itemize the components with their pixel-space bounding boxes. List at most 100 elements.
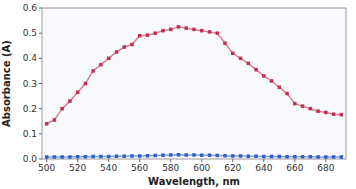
data-point (68, 99, 72, 103)
tick-label: 620 (224, 163, 241, 173)
tick-label: 640 (255, 163, 272, 173)
tick-label: 0.2 (23, 104, 37, 114)
data-point (324, 155, 328, 159)
tick-label: 600 (193, 163, 210, 173)
data-point (177, 25, 181, 29)
data-point (184, 153, 188, 157)
tick-mark (39, 33, 42, 34)
data-point (146, 154, 150, 158)
data-point (99, 63, 103, 67)
tick-mark (39, 108, 42, 109)
data-point (262, 155, 266, 159)
data-point (309, 155, 313, 159)
tick-mark (39, 159, 42, 160)
data-point (231, 52, 235, 56)
data-point (107, 155, 111, 159)
data-point (254, 68, 258, 72)
tick-mark (139, 159, 140, 162)
chart: 0.00.10.20.30.40.50.65005205405605806006… (0, 0, 356, 189)
data-point (262, 74, 266, 78)
tick-mark (77, 159, 78, 162)
data-point (192, 153, 196, 157)
tick-label: 0.5 (23, 28, 37, 38)
series-line (47, 27, 342, 124)
data-point (254, 154, 258, 158)
tick-label: 500 (38, 163, 55, 173)
data-point (153, 31, 157, 34)
data-point (309, 107, 313, 111)
tick-label: 0.0 (23, 154, 38, 164)
data-point (208, 30, 212, 34)
data-point (324, 111, 328, 115)
data-point (316, 109, 320, 113)
tick-label: 560 (131, 163, 148, 173)
tick-mark (201, 159, 202, 162)
data-point (278, 86, 282, 90)
data-point (293, 155, 297, 159)
data-point (216, 31, 220, 34)
data-point (161, 153, 165, 157)
data-point (278, 155, 282, 159)
plot-area (42, 8, 346, 159)
tick-label: 580 (162, 163, 179, 173)
data-point (340, 113, 344, 117)
tick-label: 660 (286, 163, 303, 173)
data-point (91, 69, 95, 73)
data-point (270, 155, 274, 159)
tick-mark (108, 159, 109, 162)
data-point (115, 154, 119, 158)
data-point (45, 155, 49, 159)
y-axis-label: Absorbance (A) (1, 40, 12, 127)
data-point (53, 155, 57, 159)
data-point (138, 34, 142, 38)
data-point (239, 57, 243, 61)
data-point (45, 122, 49, 126)
data-point (247, 154, 251, 158)
data-point (316, 155, 320, 159)
data-point (332, 155, 336, 159)
tick-label: 540 (100, 163, 117, 173)
data-point (239, 154, 243, 158)
data-point (107, 57, 111, 61)
data-point (216, 154, 220, 158)
tick-mark (39, 83, 42, 84)
tick-label: 0.6 (23, 3, 38, 13)
data-point (223, 154, 227, 158)
x-axis-label: Wavelength, nm (148, 176, 240, 187)
data-point (84, 155, 88, 159)
tick-mark (39, 58, 42, 59)
data-point (146, 33, 150, 37)
data-point (169, 28, 173, 32)
data-point (53, 118, 57, 122)
data-point (130, 154, 134, 158)
data-point (122, 45, 126, 49)
data-point (340, 155, 344, 159)
data-point (60, 107, 64, 111)
tick-mark (39, 8, 42, 9)
data-point (115, 50, 119, 54)
data-point (122, 154, 126, 158)
data-point (161, 29, 165, 33)
data-point (99, 155, 103, 159)
tick-mark (46, 159, 47, 162)
data-point (301, 104, 305, 108)
tick-mark (39, 133, 42, 134)
tick-mark (263, 159, 264, 162)
data-point (285, 92, 289, 96)
data-point (138, 154, 142, 158)
tick-label: 680 (317, 163, 334, 173)
data-point (223, 41, 227, 45)
data-point (231, 154, 235, 158)
tick-mark (294, 159, 295, 162)
tick-mark (325, 159, 326, 162)
data-point (200, 29, 204, 33)
data-point (177, 153, 181, 157)
data-point (285, 155, 289, 159)
tick-label: 0.3 (23, 79, 37, 89)
tick-label: 0.1 (23, 129, 37, 139)
data-point (169, 153, 173, 157)
data-point (184, 26, 188, 30)
data-point (332, 112, 336, 116)
data-point (91, 155, 95, 159)
tick-label: 520 (69, 163, 86, 173)
